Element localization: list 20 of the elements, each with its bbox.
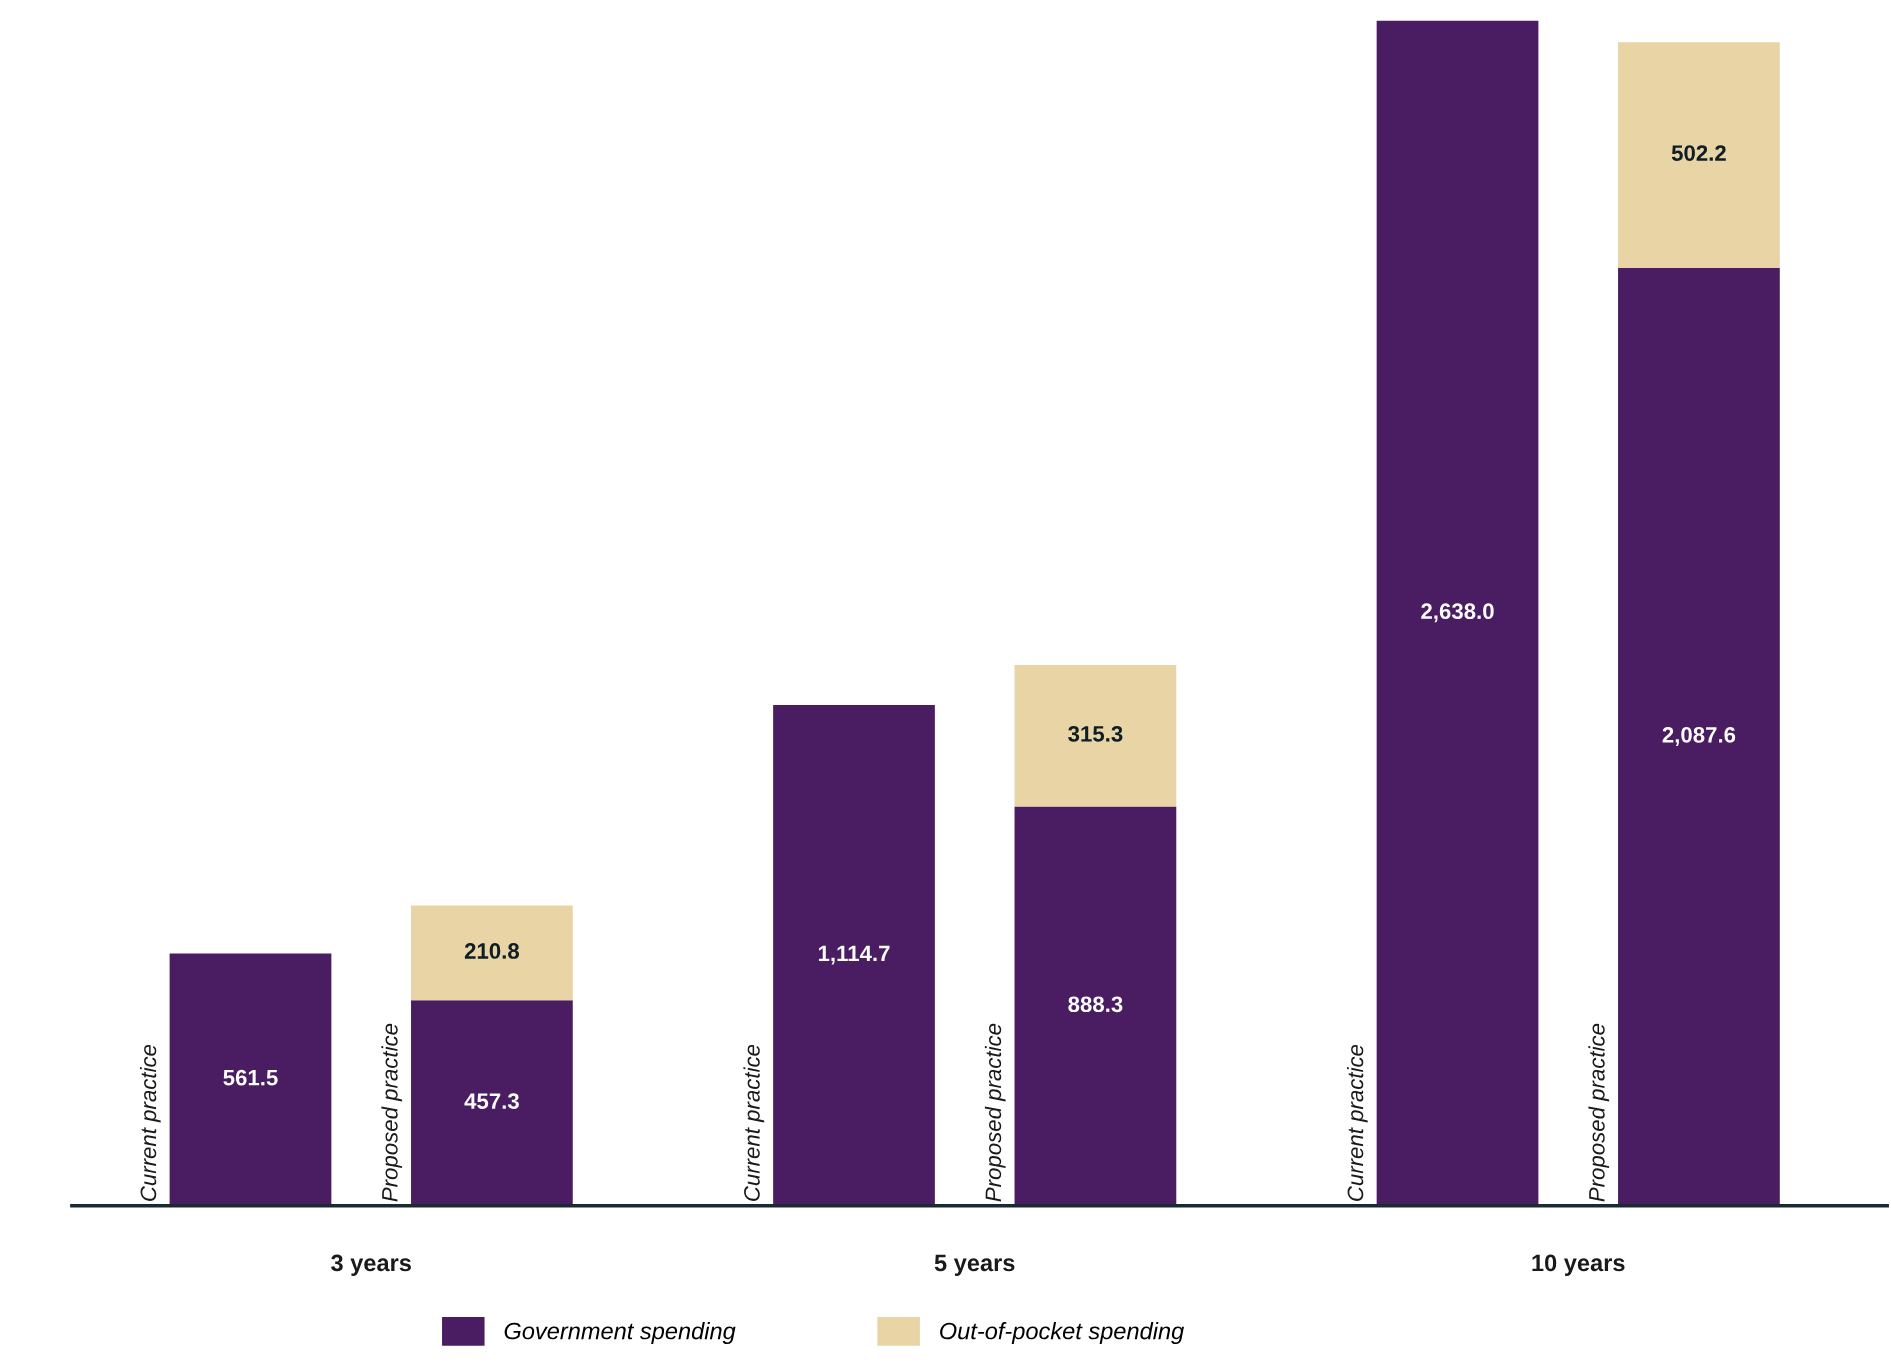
text: 10 years: [1532, 1254, 1625, 1276]
x-tick-label: Proposed practice: [984, 1023, 1006, 1202]
data-label: 210.8: [464, 943, 520, 959]
text: 3 years: [331, 1254, 411, 1276]
x-tick-label: Proposed practice: [1588, 1023, 1610, 1202]
legend-label: Out-of-pocket spending: [940, 1322, 1185, 1345]
data-label: 2,087.6: [1662, 726, 1736, 746]
data-label: 888.3: [1068, 996, 1123, 1013]
data-label: 1,114.7: [818, 945, 890, 965]
x-tick-label: Current practice: [743, 1044, 765, 1201]
data-label: 315.3: [1068, 726, 1123, 742]
x-tick-label: Current practice: [1346, 1044, 1368, 1201]
data-label: 457.3: [464, 1093, 519, 1109]
legend-label: Government spending: [504, 1322, 736, 1345]
text: 5 years: [934, 1254, 1015, 1276]
data-label: 502.2: [1671, 145, 1726, 161]
data-label: 561.5: [223, 1069, 278, 1086]
data-label: 2,638.0: [1421, 603, 1494, 623]
x-tick-label: Proposed practice: [381, 1023, 403, 1202]
x-tick-label: Current practice: [139, 1044, 161, 1201]
